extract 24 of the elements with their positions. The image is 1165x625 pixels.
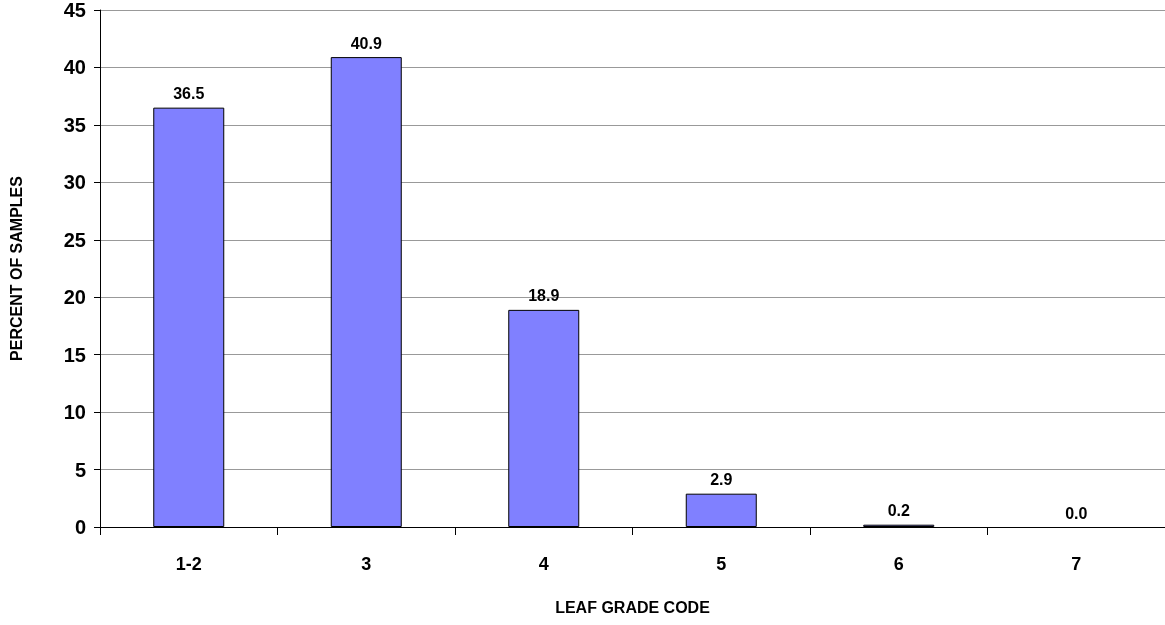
x-tick-label: 3 (361, 554, 372, 574)
x-axis-title: LEAF GRADE CODE (555, 598, 711, 616)
data-label: 2.9 (710, 471, 733, 489)
y-tick-label: 30 (63, 171, 86, 194)
y-tick-label: 5 (74, 458, 86, 481)
y-tick-label: 25 (63, 228, 86, 251)
data-label: 36.5 (173, 85, 205, 103)
x-tick-label: 7 (1071, 554, 1082, 574)
data-label: 40.9 (350, 34, 382, 52)
y-tick-label: 15 (63, 343, 86, 366)
x-tick-label: 6 (893, 554, 904, 574)
data-label: 18.9 (528, 287, 560, 305)
y-tick-label: 45 (63, 0, 86, 21)
y-tick-label: 40 (63, 56, 86, 79)
y-tick-label: 35 (63, 113, 86, 136)
data-label: 0.2 (887, 502, 910, 520)
data-label: 0.0 (1065, 504, 1088, 522)
y-tick-label: 0 (74, 516, 86, 538)
x-tick-label: 1-2 (175, 554, 202, 574)
y-tick-label: 10 (63, 401, 86, 424)
y-axis-title: PERCENT OF SAMPLES (7, 175, 25, 361)
x-tick-label: 5 (716, 554, 727, 574)
x-tick-label: 4 (538, 554, 549, 574)
y-tick-label: 20 (63, 286, 86, 309)
